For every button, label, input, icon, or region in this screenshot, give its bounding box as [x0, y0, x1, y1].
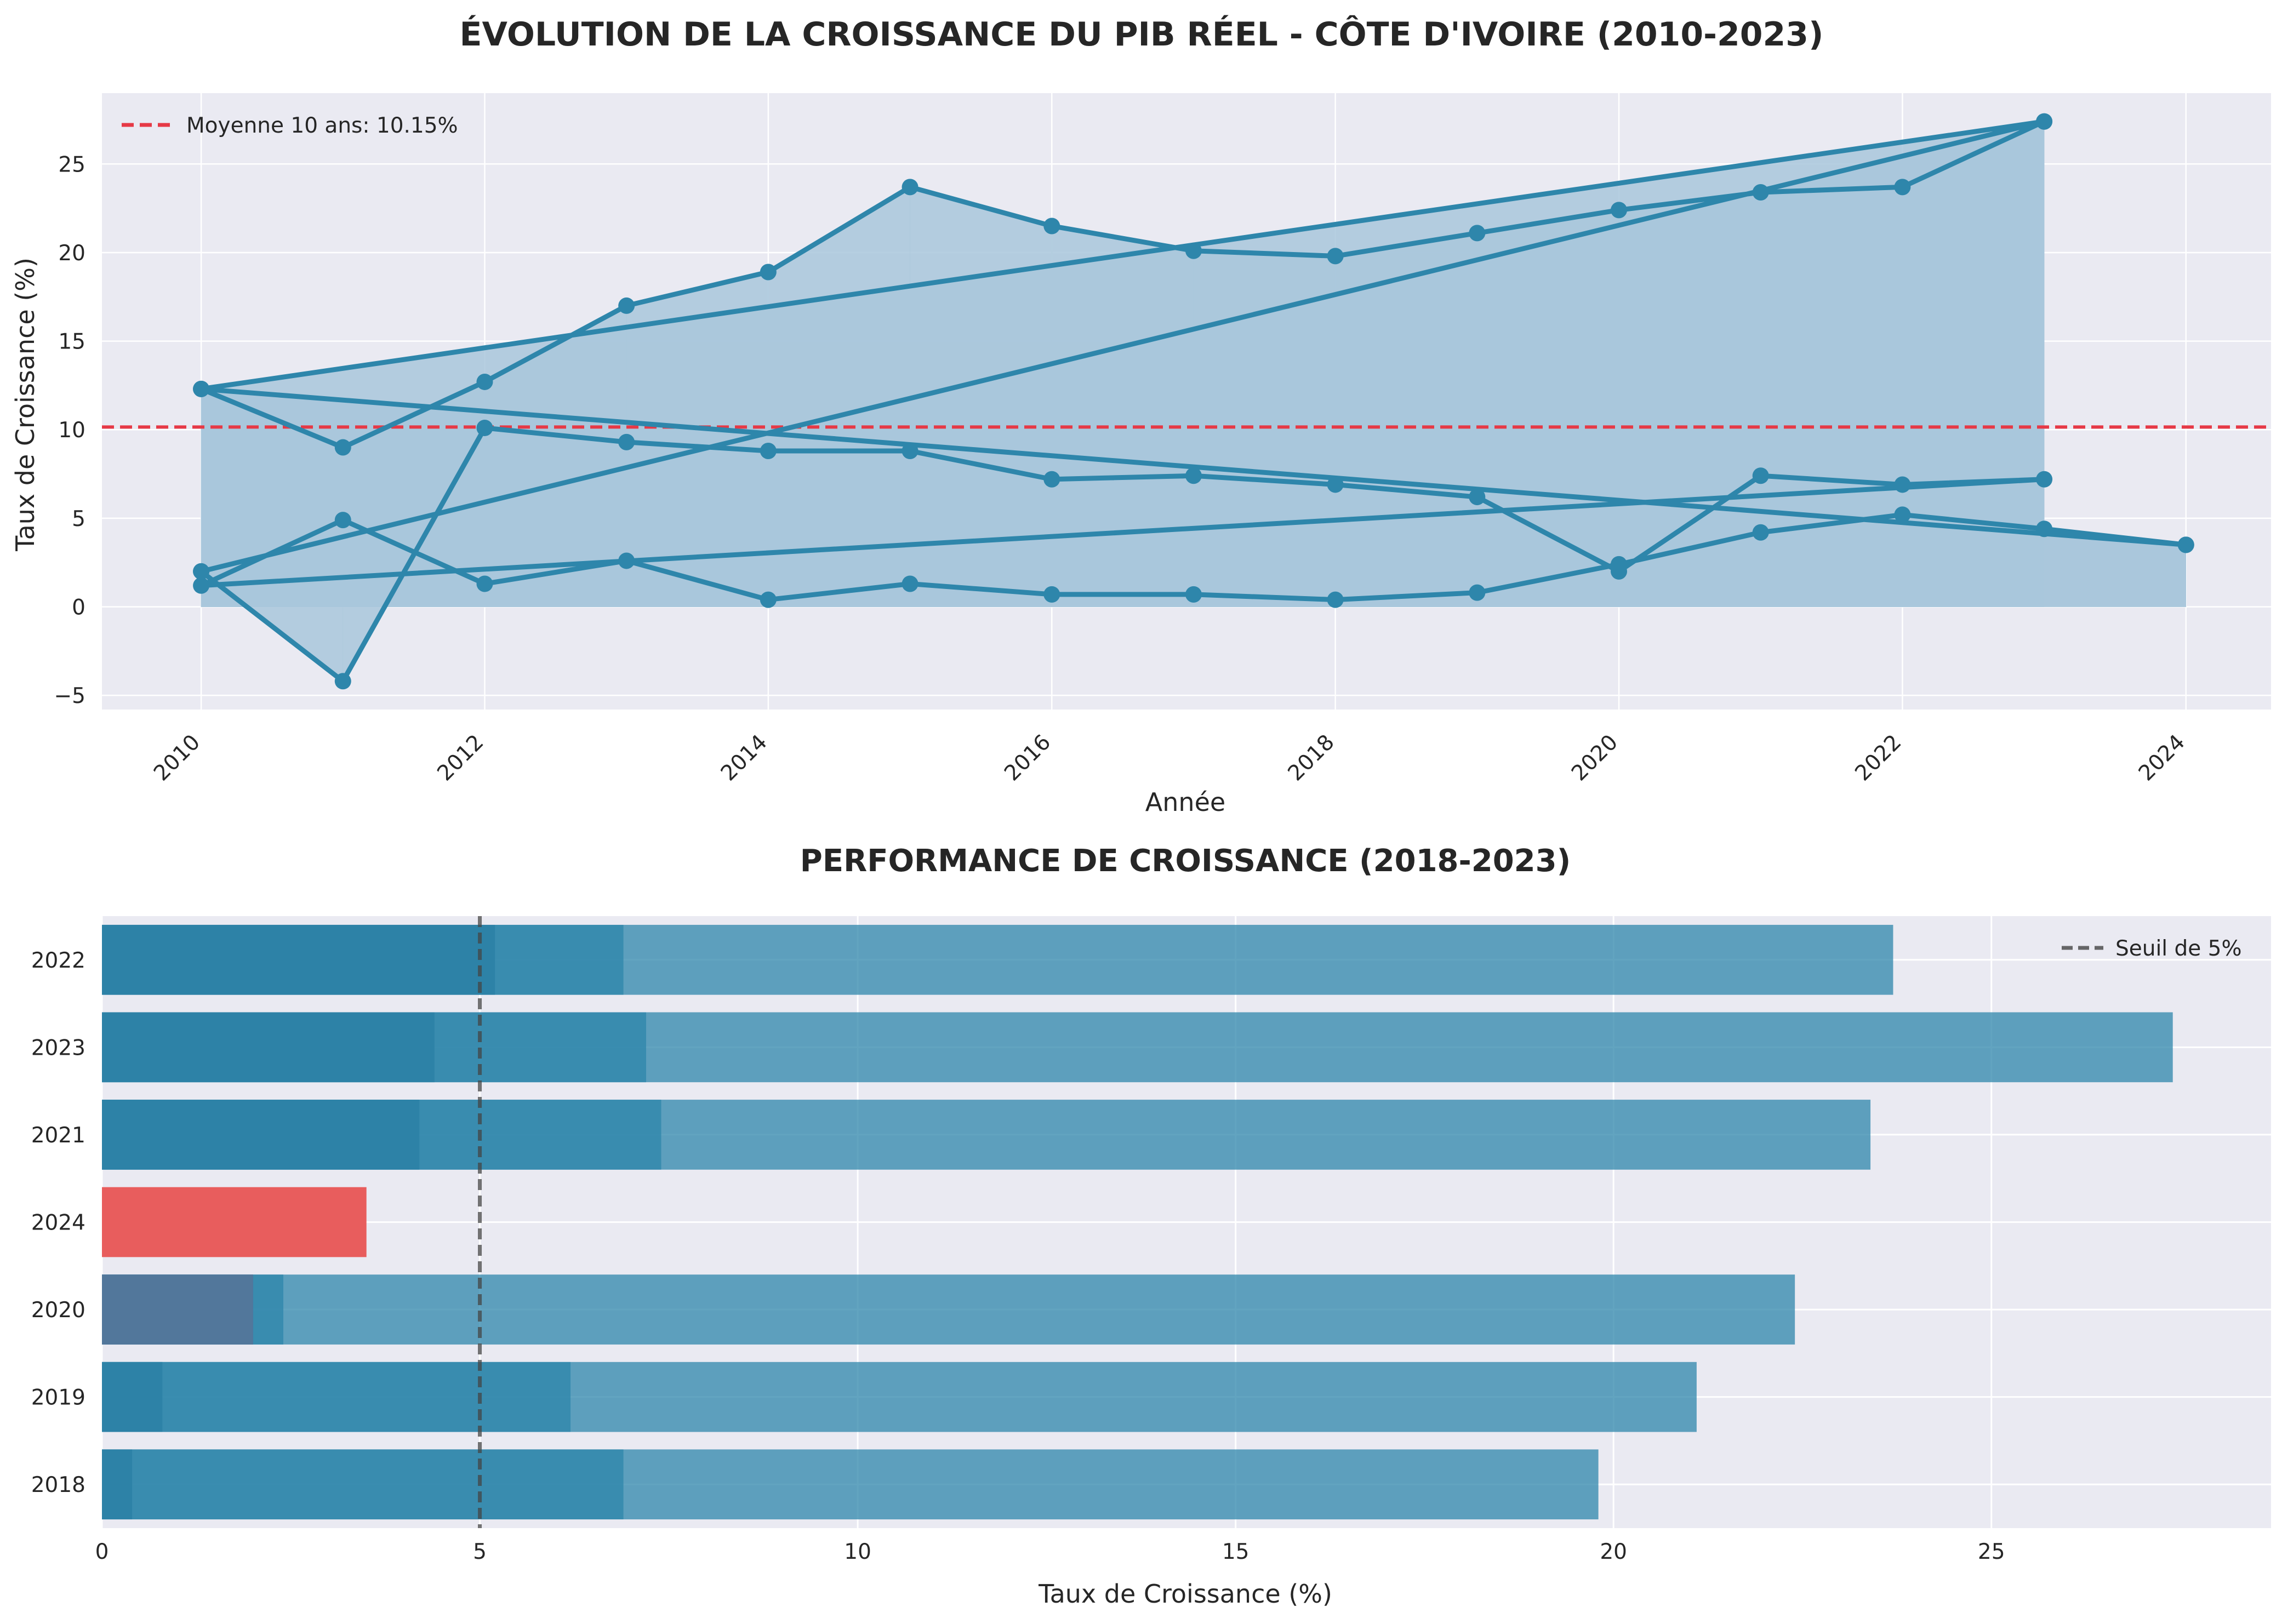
data-point [334, 673, 351, 690]
bar-chart-title: PERFORMANCE DE CROISSANCE (2018-2023) [800, 843, 1571, 879]
category-label: 2024 [31, 1211, 85, 1236]
bar-chart-bars [102, 924, 2173, 1520]
data-point [618, 552, 635, 569]
growth-series-points [193, 113, 2194, 690]
data-point [476, 419, 493, 436]
y-tick-label: 15 [58, 330, 85, 354]
legend-average-label: Moyenne 10 ans: 10.15% [186, 113, 458, 138]
data-point [1894, 179, 1911, 196]
line-chart-panel: ÉVOLUTION DE LA CROISSANCE DU PIB RÉEL -… [10, 14, 2271, 817]
data-point [618, 433, 635, 450]
x-tick-label: 10 [844, 1540, 871, 1564]
y-tick-label: 10 [58, 418, 85, 443]
data-point [2036, 471, 2053, 488]
data-point [1043, 218, 1060, 235]
line-chart-title: ÉVOLUTION DE LA CROISSANCE DU PIB RÉEL -… [460, 14, 1824, 54]
data-point [476, 575, 493, 592]
bar [102, 1274, 1795, 1345]
x-tick-label: 0 [95, 1540, 109, 1564]
bar-chart-y-ticks: 2022 2023 2021 2024 2020 2019 2018 [31, 948, 85, 1497]
bar-chart-legend: Seuil de 5% [2062, 936, 2242, 961]
data-point [1185, 242, 1202, 259]
data-point [1327, 591, 1344, 608]
data-point [2036, 521, 2053, 537]
data-point [1611, 202, 1628, 219]
data-point [902, 575, 918, 592]
bar [102, 1449, 624, 1520]
bar-chart-x-ticks: 0 5 10 15 20 25 [95, 1540, 2005, 1564]
bar-chart-x-label: Taux de Croissance (%) [1038, 1579, 1332, 1609]
data-point [1894, 506, 1911, 523]
y-tick-label: 0 [72, 596, 85, 620]
data-point [1185, 586, 1202, 603]
x-tick-label: 20 [1600, 1540, 1627, 1564]
y-tick-label: 25 [58, 152, 85, 177]
bar-overlay [102, 1274, 253, 1345]
category-label: 2020 [31, 1298, 85, 1323]
data-point [334, 439, 351, 456]
y-tick-label: 5 [72, 507, 85, 531]
category-label: 2018 [31, 1473, 85, 1497]
data-point [1752, 524, 1769, 541]
x-tick-label: 15 [1222, 1540, 1250, 1564]
data-point [1469, 225, 1486, 242]
data-point [760, 443, 777, 460]
data-point [193, 563, 210, 580]
data-point [1327, 476, 1344, 493]
line-chart-legend: Moyenne 10 ans: 10.15% [122, 113, 458, 138]
x-tick-label: 5 [473, 1540, 487, 1564]
y-tick-label: −5 [54, 684, 86, 708]
bar [102, 1012, 435, 1083]
data-point [902, 443, 918, 460]
data-point [1611, 556, 1628, 573]
bar [102, 1100, 420, 1170]
bar [102, 1187, 367, 1257]
line-chart-y-label: Taux de Croissance (%) [10, 258, 40, 552]
data-point [193, 577, 210, 594]
category-label: 2022 [31, 948, 85, 973]
data-point [2036, 113, 2053, 130]
line-chart-x-label: Année [1145, 787, 1225, 817]
y-tick-label: 20 [58, 241, 85, 266]
data-point [618, 297, 635, 314]
category-label: 2021 [31, 1123, 85, 1148]
data-point [476, 373, 493, 390]
data-point [193, 380, 210, 397]
line-chart-y-ticks: −5 0 5 10 15 20 25 [54, 152, 86, 708]
bar [102, 1449, 133, 1520]
category-label: 2023 [31, 1036, 85, 1060]
bar [102, 924, 495, 995]
data-point [902, 179, 918, 196]
data-point [1469, 489, 1486, 506]
data-point [1327, 248, 1344, 265]
data-point [1043, 471, 1060, 488]
bar-chart-panel: PERFORMANCE DE CROISSANCE (2018-2023) 0 5… [31, 843, 2271, 1609]
category-label: 2019 [31, 1386, 85, 1410]
data-point [1469, 584, 1486, 601]
data-point [1752, 467, 1769, 484]
data-point [760, 264, 777, 281]
legend-threshold-label: Seuil de 5% [2115, 936, 2242, 961]
data-point [334, 512, 351, 529]
data-point [1752, 184, 1769, 201]
x-tick-label: 25 [1978, 1540, 2005, 1564]
data-point [1185, 467, 1202, 484]
bar [102, 1362, 163, 1432]
data-point [2177, 536, 2194, 553]
data-point [1894, 476, 1911, 493]
bar [102, 1362, 571, 1432]
data-point [1043, 586, 1060, 603]
data-point [760, 591, 777, 608]
